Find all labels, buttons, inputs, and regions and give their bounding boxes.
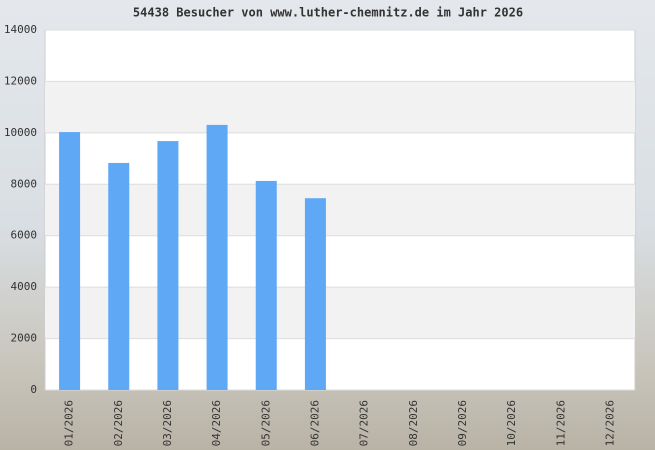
- x-tick-label: 04/2026: [210, 400, 223, 446]
- y-tick-label: 14000: [4, 23, 37, 36]
- x-tick-label: 11/2026: [554, 400, 567, 446]
- x-tick-label: 10/2026: [505, 400, 518, 446]
- grid-band: [45, 287, 635, 339]
- x-tick-label: 01/2026: [63, 400, 76, 446]
- x-tick-label: 09/2026: [456, 400, 469, 446]
- x-tick-label: 03/2026: [161, 400, 174, 446]
- y-tick-label: 8000: [11, 177, 38, 190]
- grid-band: [45, 81, 635, 133]
- chart-title: 54438 Besucher von www.luther-chemnitz.d…: [133, 6, 523, 20]
- x-tick-label: 06/2026: [308, 400, 321, 446]
- bar: [304, 198, 326, 390]
- x-tick-label: 08/2026: [407, 400, 420, 446]
- y-tick-label: 10000: [4, 126, 37, 139]
- bar: [255, 180, 277, 390]
- x-tick-label: 05/2026: [259, 400, 272, 446]
- x-tick-label: 02/2026: [112, 400, 125, 446]
- y-tick-label: 12000: [4, 74, 37, 87]
- bar: [59, 132, 81, 391]
- y-tick-label: 6000: [11, 229, 38, 242]
- grid-band: [45, 184, 635, 236]
- bar: [108, 162, 130, 390]
- y-tick-label: 0: [30, 383, 37, 396]
- x-tick-label: 07/2026: [358, 400, 371, 446]
- y-tick-label: 4000: [11, 280, 38, 293]
- x-tick-label: 12/2026: [603, 400, 616, 446]
- bar: [206, 124, 228, 390]
- y-tick-label: 2000: [11, 332, 38, 345]
- bar: [157, 141, 179, 390]
